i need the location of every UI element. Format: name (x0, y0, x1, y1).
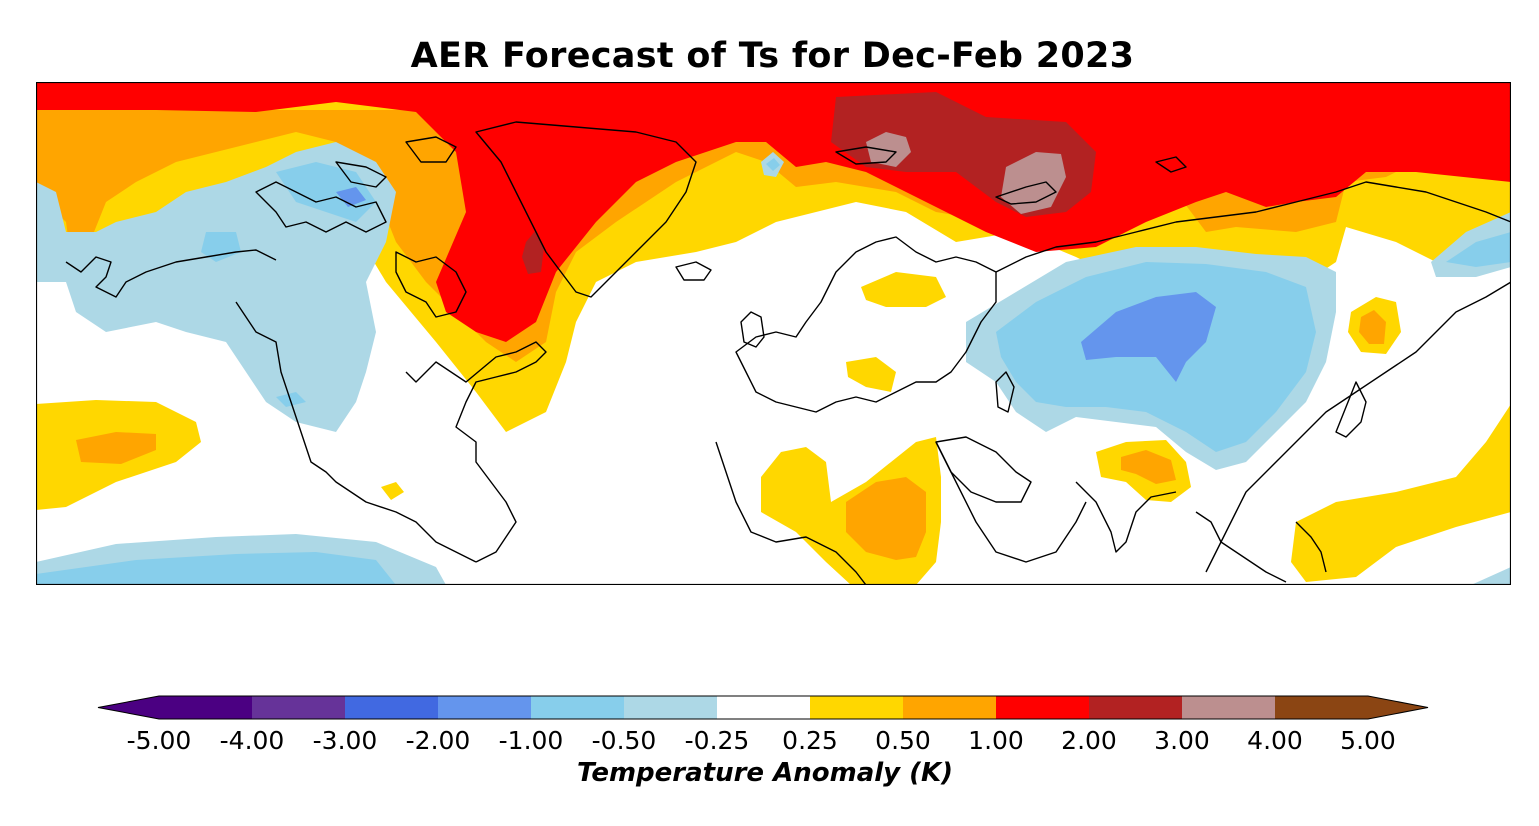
alaska-coastline (65, 249, 277, 298)
tibet-orange-spot (1121, 450, 1176, 484)
scandinavia-gold-spot (861, 272, 946, 307)
colorbar-swatches (97, 695, 1429, 720)
colorbar-swatch (1182, 696, 1275, 719)
japan-orange-spot (1359, 310, 1386, 344)
canada-skyblue-region (276, 162, 376, 222)
colorbar-swatch (717, 696, 810, 719)
canada-lightblue-region (36, 142, 396, 432)
southeast-asia-coastline (1195, 511, 1327, 583)
westcoast-skyblue-spot (276, 392, 306, 407)
colorbar-under-arrow (98, 696, 159, 719)
siberia-rosy-spot-west (866, 132, 911, 167)
colorbar-tick-label: -4.00 (219, 726, 285, 755)
colorbar-tick-label: -1.00 (498, 726, 564, 755)
arctic-islands-coastline (835, 146, 1187, 205)
colorbar-swatch (345, 696, 438, 719)
colorbar-swatch (810, 696, 903, 719)
greenland-coastline (475, 121, 697, 298)
africa-coastline (715, 441, 1087, 585)
india-coastline (1075, 481, 1177, 553)
siberia-rosy-spot-east (1001, 152, 1066, 214)
colorbar-tick-label: 4.00 (1247, 726, 1303, 755)
map-frame (36, 82, 1511, 585)
colorbar-swatch (624, 696, 717, 719)
arctic-coldspot-skyblue (766, 158, 780, 171)
colorbar-tick-label: 5.00 (1340, 726, 1396, 755)
north-america-west-coastline (235, 301, 477, 563)
colorbar-swatch (1089, 696, 1182, 719)
southpacific-lightblue-spot (1471, 567, 1511, 585)
colorbar-tick-label: -0.25 (684, 726, 750, 755)
colorbar-tick-label: 3.00 (1154, 726, 1210, 755)
north-america-east-coastline (405, 341, 547, 563)
arctic-red-region (36, 82, 1511, 342)
colorbar-tick-label: 0.50 (875, 726, 931, 755)
canada-cornflower-spot (336, 187, 366, 207)
arabia-coastline (935, 436, 1032, 503)
colorbar-tick-label: -3.00 (312, 726, 378, 755)
canadian-archipelago-coastline (255, 136, 457, 233)
uk-coastline (740, 311, 765, 348)
anomaly-map (36, 82, 1511, 585)
map-title: AER Forecast of Ts for Dec-Feb 2023 (410, 36, 1135, 76)
asia-east-coastline (1205, 281, 1511, 573)
europe-gold-spot (846, 357, 896, 392)
colorbar-tick-label: 2.00 (1061, 726, 1117, 755)
eastasia-skyblue-patch (1446, 232, 1511, 267)
colorbar-swatch (252, 696, 345, 719)
colorbar-tick-label: -0.50 (591, 726, 657, 755)
mexico-gold-spot (381, 482, 404, 500)
colorbar-swatch (1275, 696, 1368, 719)
pacific-orange-spot (76, 432, 156, 464)
colorbar-outline (97, 695, 1429, 720)
iceland-coastline (675, 261, 712, 281)
europe-coastline (735, 236, 997, 413)
colorbar-tick-label: -2.00 (405, 726, 471, 755)
westpacific-gold-region (1291, 404, 1511, 582)
pacific-south-skyblue (36, 552, 396, 585)
asia-north-coastline (995, 181, 1511, 273)
colorbar-label: Temperature Anomaly (K) (576, 758, 954, 788)
hudson-bay-coastline (395, 251, 467, 318)
colorbar-tick-label: 1.00 (968, 726, 1024, 755)
colorbar-swatch (531, 696, 624, 719)
greenland-firebrick-spot (522, 230, 544, 274)
africa-orange-region (846, 477, 926, 560)
alaska-skyblue-spot (201, 232, 241, 262)
japan-coastline (1335, 381, 1367, 438)
colorbar-swatch (438, 696, 531, 719)
colorbar-over-arrow (1368, 696, 1428, 719)
colorbar-swatch (996, 696, 1089, 719)
colorbar-tick-label: 0.25 (782, 726, 838, 755)
colorbar-swatch (159, 696, 252, 719)
colorbar (97, 695, 1429, 720)
asia-cornflower-region (1081, 292, 1216, 382)
colorbar-tick-label: -5.00 (126, 726, 192, 755)
caspian-sea-coastline (995, 371, 1015, 413)
colorbar-swatch (903, 696, 996, 719)
